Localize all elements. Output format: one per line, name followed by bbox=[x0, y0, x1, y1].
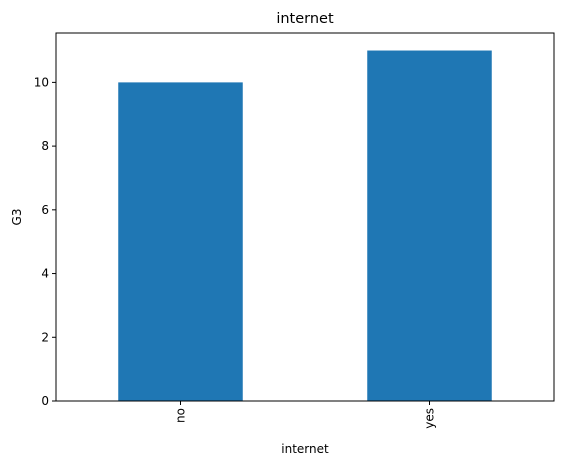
y-tick-label: 2 bbox=[41, 330, 49, 344]
y-tick-label: 8 bbox=[41, 139, 49, 153]
plot-area-frame bbox=[55, 32, 555, 402]
x-axis: no yes bbox=[174, 401, 437, 429]
x-tick-label: yes bbox=[423, 408, 437, 429]
y-axis: 0 2 4 6 8 10 bbox=[34, 75, 56, 408]
chart-title: internet bbox=[276, 11, 334, 27]
x-axis-title: internet bbox=[281, 442, 329, 456]
y-tick-label: 6 bbox=[41, 203, 49, 217]
y-tick-label: 0 bbox=[41, 394, 49, 408]
y-tick-label: 4 bbox=[41, 267, 49, 281]
y-axis-title: G3 bbox=[10, 209, 24, 226]
bars-layer bbox=[118, 50, 492, 402]
bar-yes bbox=[367, 50, 492, 402]
y-tick-label: 10 bbox=[34, 75, 49, 89]
x-tick-label: no bbox=[174, 408, 188, 423]
bar-no bbox=[118, 82, 243, 401]
